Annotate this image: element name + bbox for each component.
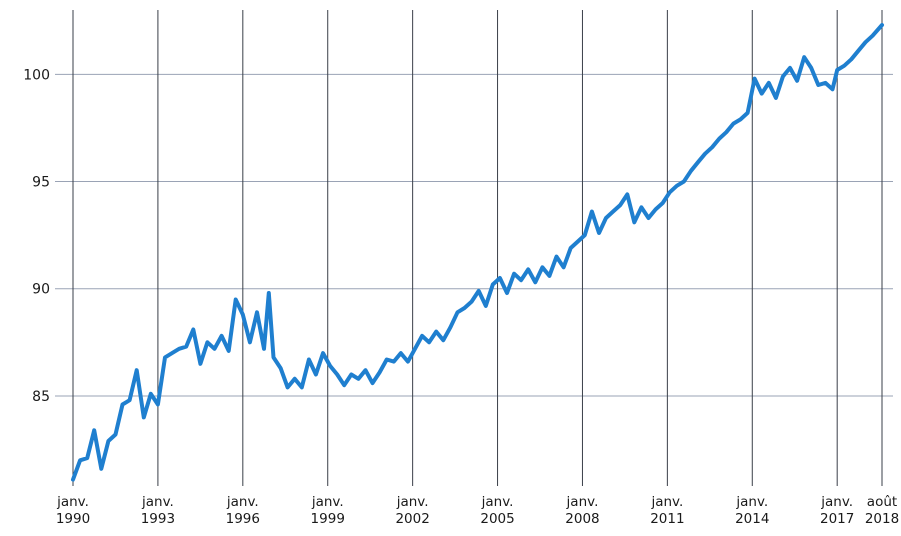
x-tick-label-line1: janv. [735, 494, 768, 510]
x-tick-label-line2: 2008 [565, 511, 599, 527]
x-tick-label-line1: janv. [481, 494, 514, 510]
x-tick-label-line1: janv. [650, 494, 683, 510]
x-tick-label-line1: janv. [566, 494, 599, 510]
x-axis-ticks: janv.1990janv.1993janv.1996janv.1999janv… [56, 494, 899, 527]
x-tick-label-line1: janv. [56, 494, 89, 510]
y-tick-label: 100 [23, 67, 50, 83]
x-tick-label-line2: 2018 [865, 511, 899, 527]
x-tick-label-line1: août [867, 494, 897, 510]
x-tick-label-line2: 2005 [480, 511, 514, 527]
x-tick-label-line2: 1993 [141, 511, 175, 527]
y-tick-label: 90 [32, 282, 50, 298]
y-tick-label: 85 [32, 389, 50, 405]
x-tick-label-line2: 2011 [650, 511, 684, 527]
x-tick-label-line1: janv. [396, 494, 429, 510]
grid [55, 10, 893, 486]
x-tick-label-line2: 2014 [735, 511, 769, 527]
x-tick-label-line1: janv. [141, 494, 174, 510]
x-tick-label-line2: 1990 [56, 511, 90, 527]
y-tick-label: 95 [32, 175, 50, 191]
series-layer [71, 23, 884, 482]
x-tick-label-line2: 1996 [226, 511, 260, 527]
series-line [71, 23, 884, 482]
x-tick-label-line2: 1999 [311, 511, 345, 527]
x-tick-label-line2: 2017 [820, 511, 854, 527]
x-tick-label-line1: janv. [820, 494, 853, 510]
x-tick-label-line1: janv. [226, 494, 259, 510]
x-tick-label-line2: 2002 [395, 511, 429, 527]
y-axis-ticks: 85 90 95 100 [23, 67, 50, 405]
x-tick-label-line1: janv. [311, 494, 344, 510]
